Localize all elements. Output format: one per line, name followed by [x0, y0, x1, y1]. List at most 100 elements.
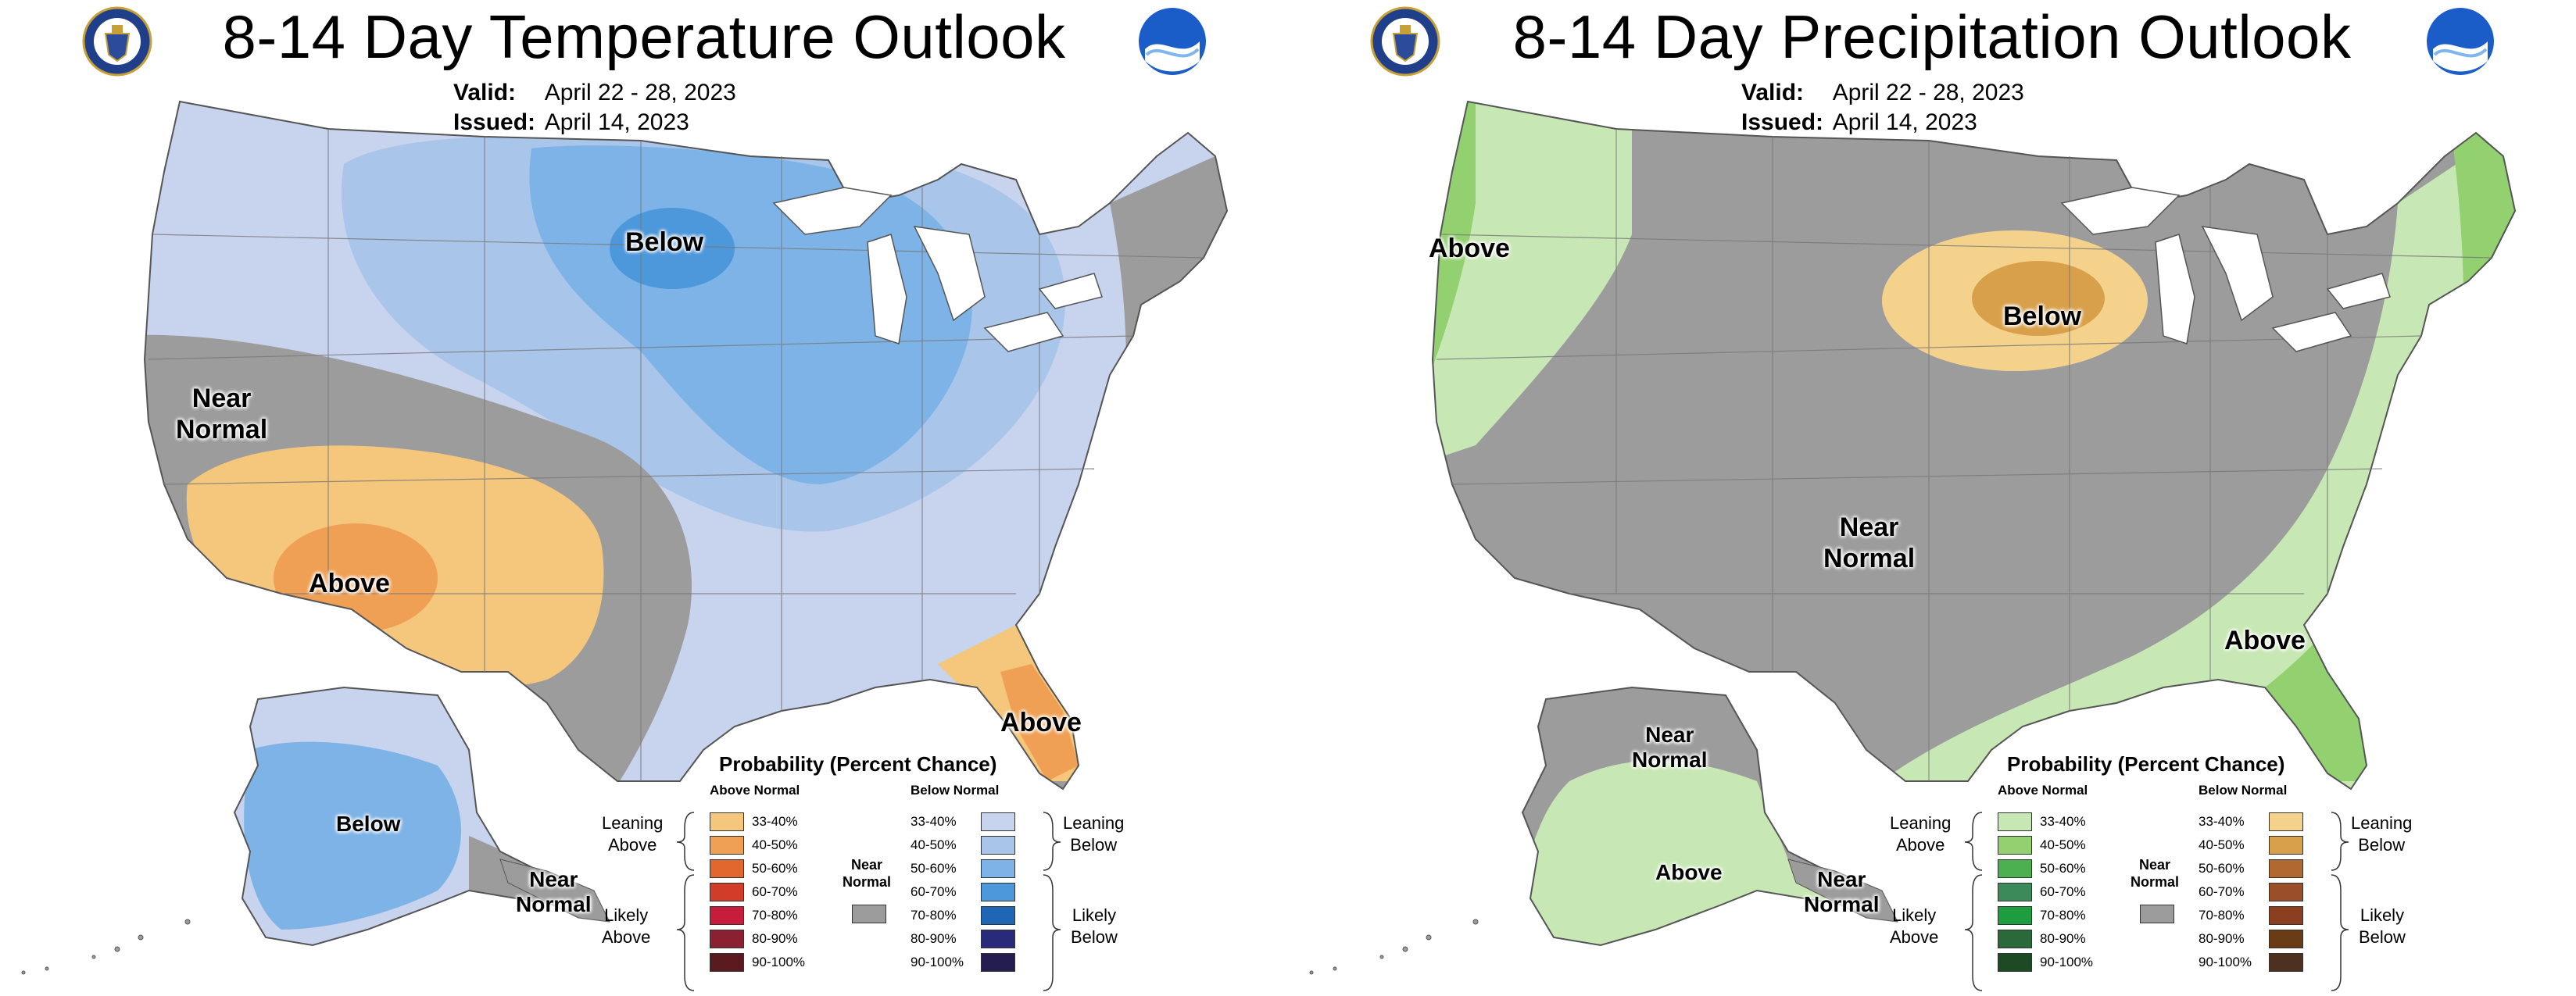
legend-above-range: 70-80% [2040, 908, 2086, 923]
legend-likely-above: Likely Above [602, 905, 651, 947]
legend-above-row: 80-90% [1998, 930, 2102, 948]
legend-below-row: 80-90% [2199, 930, 2303, 948]
legend-above-range: 90-100% [2040, 955, 2094, 969]
legend-above-row: 90-100% [1998, 953, 2102, 972]
temperature-map [21, 100, 1229, 975]
map-label-below-conus: Below [625, 227, 704, 257]
legend-above-range: 60-70% [2040, 884, 2086, 899]
legend-below-swatch [981, 883, 1015, 901]
legend-above-row: 50-60% [1998, 859, 2102, 878]
legend-below-range: 33-40% [911, 814, 957, 829]
legend-title: Probability (Percent Chance) [2007, 752, 2285, 776]
temperature-panel: 8-14 Day Temperature Outlook Valid: Apri… [21, 2, 1229, 991]
map-label-above-southwest: Above [309, 569, 390, 598]
legend-below-swatch [2269, 906, 2303, 925]
legend-above-swatch [710, 836, 744, 855]
legend-below-row: 60-70% [911, 883, 1015, 901]
legend-above-range: 70-80% [752, 908, 798, 923]
legend-below-range: 90-100% [2199, 955, 2252, 969]
legend-below-range: 40-50% [911, 837, 957, 852]
legend-below-swatch [2269, 883, 2303, 901]
legend-above-row: 70-80% [710, 906, 814, 925]
legend-title: Probability (Percent Chance) [719, 752, 997, 776]
map-label-near-normal-center: Near Normal [1823, 512, 1916, 573]
legend-above-row: 50-60% [710, 859, 814, 878]
precipitation-map [1309, 100, 2517, 975]
legend-below-range: 70-80% [2199, 908, 2245, 923]
legend-leaning-below: Leaning Below [2351, 813, 2413, 855]
legend-likely-below: Likely Below [2359, 905, 2406, 947]
legend-below-row: 70-80% [2199, 906, 2303, 925]
map-label-below-plains: Below [2003, 302, 2082, 331]
legend-below-row: 33-40% [911, 812, 1015, 831]
legend-above-swatch [710, 812, 744, 831]
legend-above-swatch [710, 883, 744, 901]
legend-above-swatch [1998, 836, 2032, 855]
legend-below-row: 70-80% [911, 906, 1015, 925]
legend-above-row: 60-70% [710, 883, 814, 901]
map-label-above-northwest: Above [1429, 234, 1510, 263]
legend-leaning-below: Leaning Below [1063, 813, 1125, 855]
legend-near-normal-label: Near Normal [843, 857, 892, 890]
precipitation-dates: Valid: April 22 - 28, 2023 Issued: April… [1741, 78, 2024, 137]
legend-below-swatch [981, 836, 1015, 855]
legend-above-row: 70-80% [1998, 906, 2102, 925]
legend-below-range: 70-80% [911, 908, 957, 923]
legend-below-range: 60-70% [2199, 884, 2245, 899]
temperature-title: 8-14 Day Temperature Outlook [222, 2, 1066, 71]
legend-below-swatch [2269, 812, 2303, 831]
department-of-commerce-seal-icon [1370, 6, 1440, 77]
map-label-above-southeast: Above [2224, 626, 2306, 655]
map-label-above-alaska: Above [1655, 860, 1723, 884]
legend-below-row: 90-100% [911, 953, 1015, 972]
legend-above-swatch [1998, 953, 2032, 972]
legend-above-range: 80-90% [2040, 931, 2086, 946]
legend-above-row: 33-40% [1998, 812, 2102, 831]
legend-near-normal-label: Near Normal [2131, 857, 2180, 890]
issued-value: April 14, 2023 [544, 109, 689, 135]
precipitation-panel: 8-14 Day Precipitation Outlook Valid: Ap… [1288, 0, 2576, 996]
legend-above-head: Above Normal [710, 783, 800, 798]
legend-below-swatch [981, 812, 1015, 831]
legend-above-swatch [710, 906, 744, 925]
map-label-below-alaska: Below [336, 812, 401, 836]
legend-below-swatch [981, 859, 1015, 878]
temperature-dates: Valid: April 22 - 28, 2023 Issued: April… [453, 78, 736, 137]
legend-below-row: 40-50% [911, 836, 1015, 855]
department-of-commerce-seal-icon [82, 6, 152, 77]
legend-below-swatch [981, 906, 1015, 925]
map-label-near-normal-west: Near Normal [176, 384, 268, 444]
issued-value: April 14, 2023 [1832, 109, 1977, 135]
map-label-near-normal-alaska: Near Normal [516, 867, 592, 916]
legend-below-range: 60-70% [911, 884, 957, 899]
legend-below-row: 40-50% [2199, 836, 2303, 855]
legend-above-range: 60-70% [752, 884, 798, 899]
legend-above-swatch [710, 953, 744, 972]
noaa-logo-icon [2425, 6, 2496, 77]
legend-above-range: 33-40% [752, 814, 798, 829]
legend-below-row: 60-70% [2199, 883, 2303, 901]
legend-above-swatch [710, 930, 744, 948]
legend-above-row: 60-70% [1998, 883, 2102, 901]
legend-likely-above: Likely Above [1890, 905, 1939, 947]
valid-value: April 22 - 28, 2023 [1832, 80, 2024, 105]
legend-below-range: 50-60% [911, 861, 957, 876]
valid-label: Valid: [453, 80, 517, 105]
legend-leaning-above: Leaning Above [1890, 813, 1952, 855]
legend-below-row: 80-90% [911, 930, 1015, 948]
legend-below-head: Below Normal [2199, 783, 2288, 798]
legend-below-head: Below Normal [911, 783, 1000, 798]
legend-above-swatch [1998, 859, 2032, 878]
legend-above-row: 33-40% [710, 812, 814, 831]
map-label-above-florida: Above [1000, 708, 1082, 737]
legend-above-row: 40-50% [710, 836, 814, 855]
legend-above-range: 40-50% [752, 837, 798, 852]
legend-likely-below: Likely Below [1071, 905, 1118, 947]
map-label-near-normal-alaska-southeast: Near Normal [1804, 867, 1880, 916]
legend-below-range: 80-90% [2199, 931, 2245, 946]
legend-above-row: 40-50% [1998, 836, 2102, 855]
legend-above-row: 90-100% [710, 953, 814, 972]
legend-above-range: 50-60% [752, 861, 798, 876]
legend-below-range: 40-50% [2199, 837, 2245, 852]
legend-below-swatch [2269, 953, 2303, 972]
